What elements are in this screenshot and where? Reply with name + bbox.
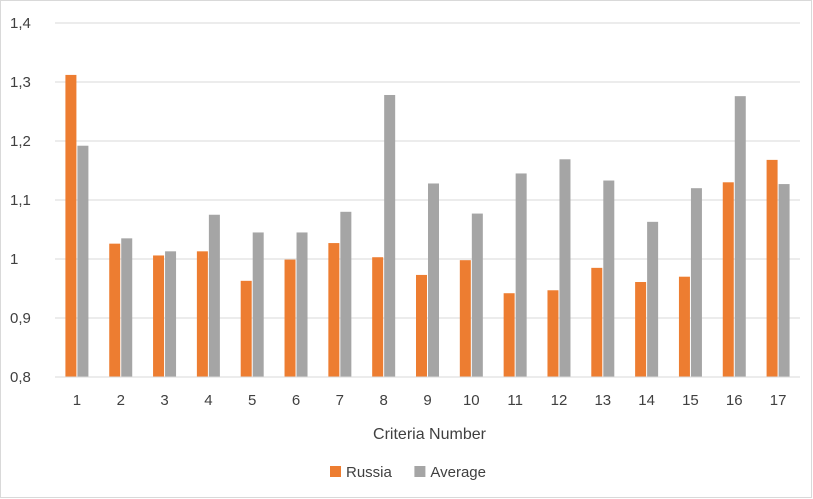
legend-swatch-average bbox=[414, 466, 426, 477]
bar-average-8 bbox=[384, 94, 396, 377]
bar-russia-5 bbox=[240, 280, 252, 377]
bar-russia-8 bbox=[372, 257, 384, 377]
x-tick-label: 4 bbox=[204, 392, 212, 409]
x-tick-label: 11 bbox=[507, 392, 523, 409]
x-axis-tick-labels: 1 2 3 4 5 6 7 8 9 10 11 12 13 14 15 16 17 bbox=[73, 392, 787, 409]
bar-russia-7 bbox=[328, 243, 340, 377]
x-tick-label: 6 bbox=[292, 392, 300, 409]
bar-russia-9 bbox=[416, 274, 427, 377]
bar-russia-12 bbox=[547, 290, 559, 377]
bar-average-9 bbox=[428, 183, 439, 377]
x-tick-label: 15 bbox=[682, 392, 699, 409]
legend: Russia Average bbox=[330, 464, 486, 481]
y-tick-label: 1,3 bbox=[10, 74, 31, 91]
bar-average-13 bbox=[603, 180, 615, 377]
bar-russia-10 bbox=[459, 260, 471, 377]
bar-average-3 bbox=[165, 251, 177, 377]
x-tick-label: 14 bbox=[638, 392, 655, 409]
bar-average-4 bbox=[208, 214, 220, 377]
x-tick-label: 13 bbox=[594, 392, 611, 409]
x-tick-label: 3 bbox=[160, 392, 168, 409]
bar-russia-6 bbox=[284, 259, 296, 377]
bar-average-17 bbox=[778, 184, 790, 377]
x-tick-label: 17 bbox=[770, 392, 787, 409]
bar-average-2 bbox=[121, 238, 133, 377]
bar-russia-13 bbox=[591, 267, 603, 377]
gridlines bbox=[55, 22, 800, 319]
bar-russia-2 bbox=[109, 243, 121, 377]
bar-russia-11 bbox=[503, 293, 515, 377]
legend-label-average: Average bbox=[430, 464, 486, 481]
x-tick-label: 10 bbox=[463, 392, 480, 409]
bar-average-15 bbox=[690, 188, 702, 377]
bar-russia-14 bbox=[635, 282, 647, 377]
bar-average-6 bbox=[296, 232, 308, 377]
y-tick-label: 0,8 bbox=[10, 369, 31, 386]
y-tick-label: 1,2 bbox=[10, 133, 31, 150]
bar-russia-16 bbox=[722, 182, 734, 377]
bar-average-10 bbox=[471, 213, 483, 377]
x-tick-label: 1 bbox=[73, 392, 81, 409]
legend-swatch-russia bbox=[330, 466, 341, 477]
bar-average-1 bbox=[77, 145, 89, 377]
bar-average-16 bbox=[734, 96, 746, 377]
y-tick-label: 1 bbox=[10, 251, 18, 268]
y-tick-label: 1,4 bbox=[10, 15, 31, 32]
bar-average-12 bbox=[559, 159, 571, 377]
bar-average-14 bbox=[647, 221, 659, 377]
y-tick-label: 0,9 bbox=[10, 310, 31, 327]
x-tick-label: 5 bbox=[248, 392, 256, 409]
x-tick-label: 16 bbox=[726, 392, 743, 409]
x-tick-label: 8 bbox=[380, 392, 388, 409]
x-tick-label: 2 bbox=[117, 392, 125, 409]
bar-russia-17 bbox=[766, 159, 778, 377]
x-axis-title: Criteria Number bbox=[373, 426, 487, 443]
legend-label-russia: Russia bbox=[346, 464, 393, 481]
bar-russia-15 bbox=[678, 276, 690, 377]
bar-average-7 bbox=[340, 211, 352, 377]
bar-average-11 bbox=[515, 173, 527, 377]
y-axis-tick-labels: 0,8 0,9 1 1,1 1,2 1,3 1,4 bbox=[10, 15, 31, 386]
bar-russia-1 bbox=[65, 74, 77, 378]
y-tick-label: 1,1 bbox=[10, 192, 31, 209]
x-tick-label: 12 bbox=[551, 392, 568, 409]
x-tick-label: 7 bbox=[336, 392, 344, 409]
bar-russia-3 bbox=[153, 255, 165, 377]
x-tick-label: 9 bbox=[423, 392, 431, 409]
bar-russia-4 bbox=[196, 251, 208, 377]
bars bbox=[65, 74, 790, 378]
bar-average-5 bbox=[252, 232, 264, 377]
